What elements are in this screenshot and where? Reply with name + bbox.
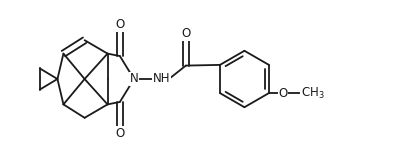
Text: O: O <box>115 127 124 140</box>
Text: O: O <box>115 18 124 31</box>
Text: CH$_3$: CH$_3$ <box>301 86 324 101</box>
Text: N: N <box>130 73 138 85</box>
Text: O: O <box>181 27 190 40</box>
Text: O: O <box>278 87 288 100</box>
Text: NH: NH <box>152 73 170 85</box>
